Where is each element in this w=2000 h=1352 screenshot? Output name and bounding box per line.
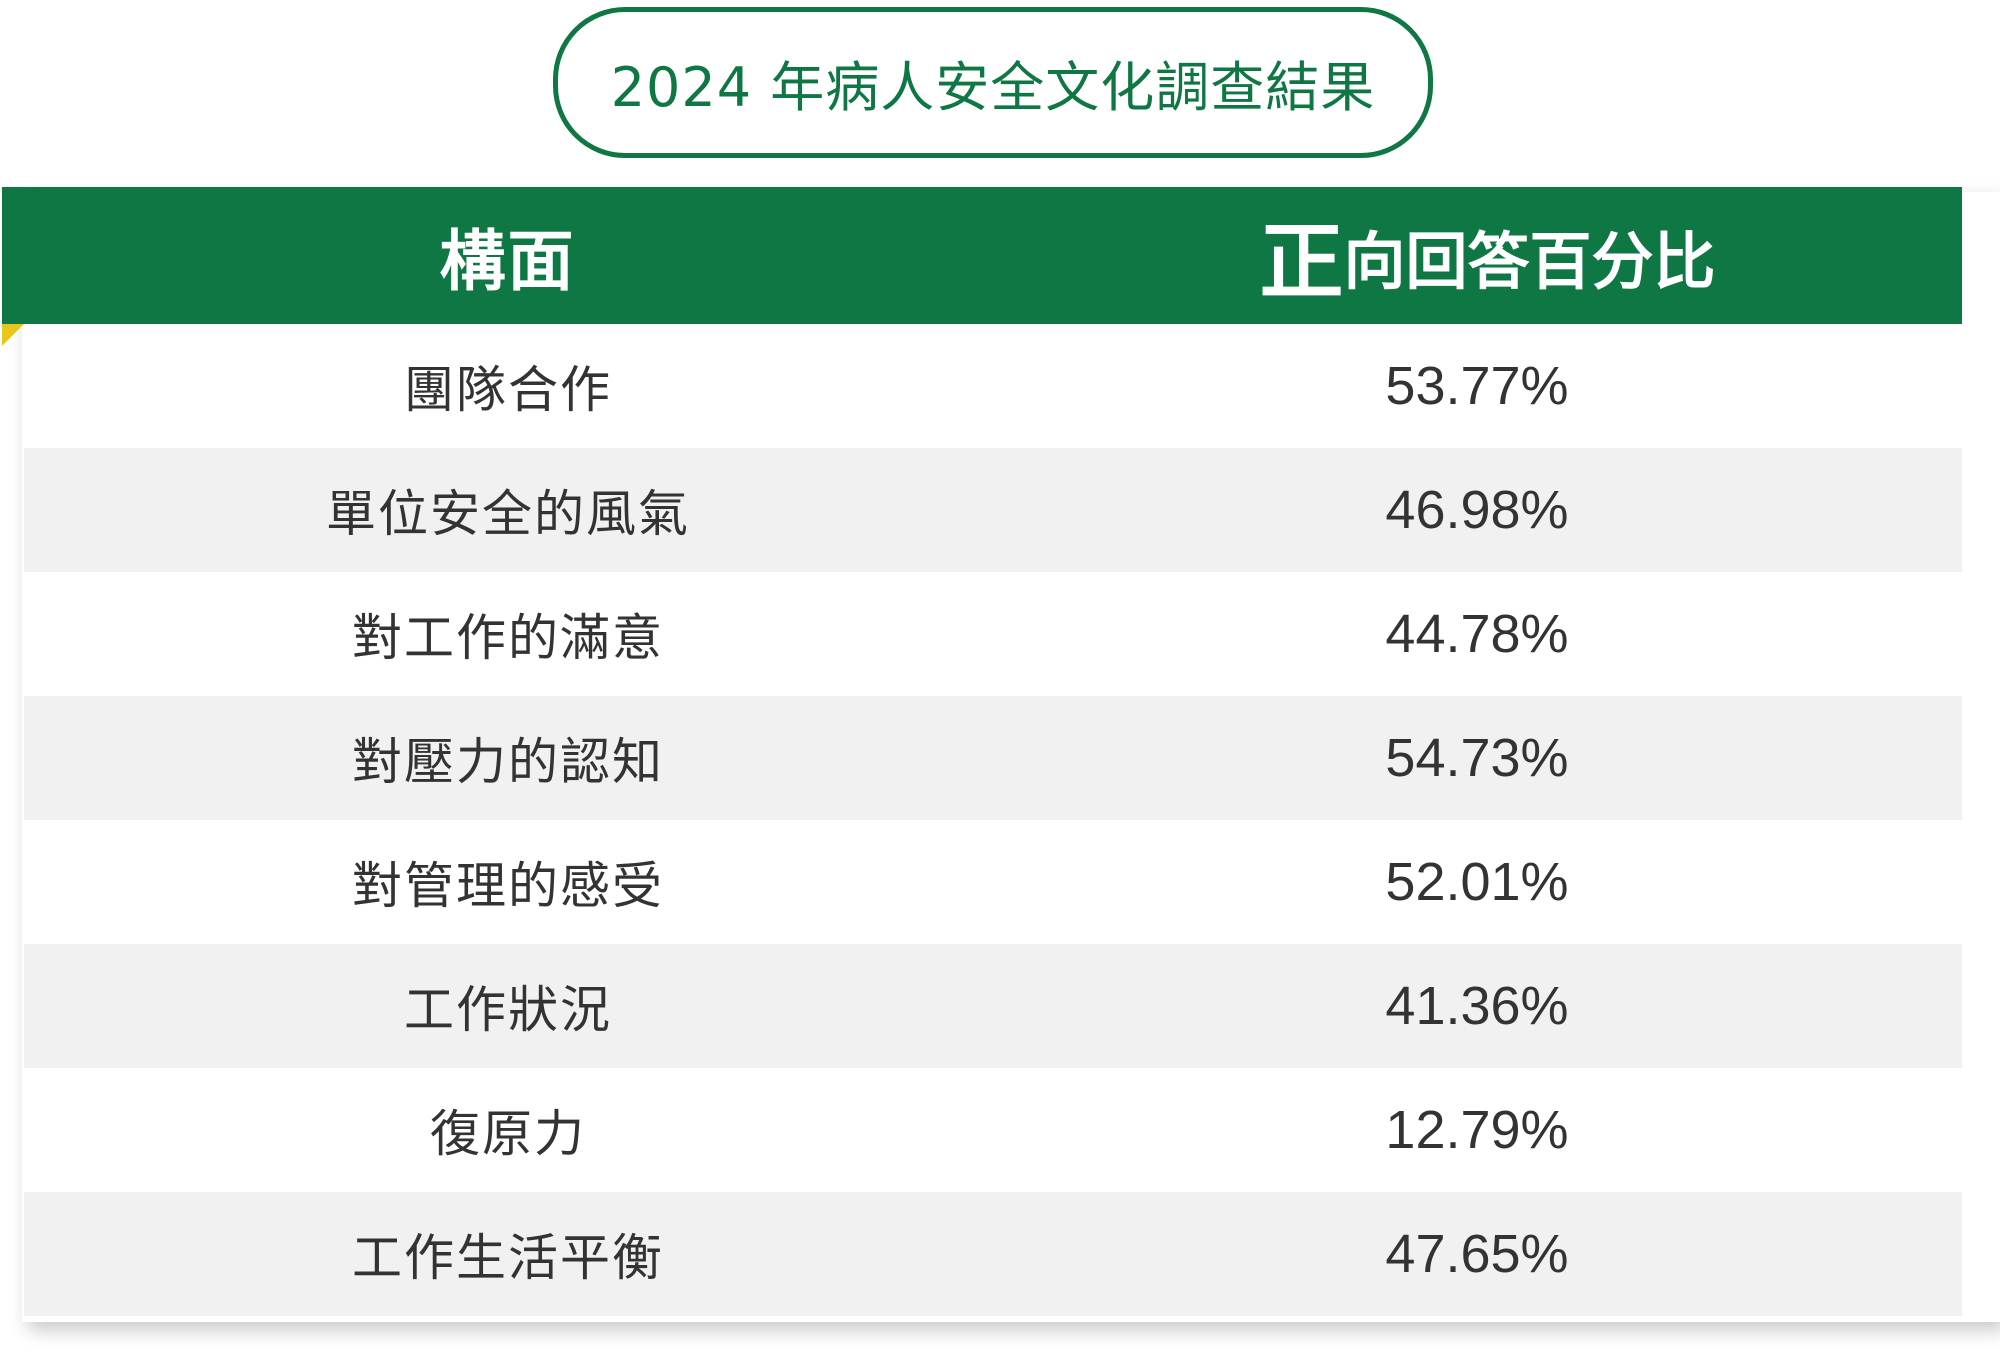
percent-cell: 41.36% (1385, 976, 1569, 1036)
table-header: 構面 正向回答百分比 (2, 187, 1962, 324)
dimension-cell: 對壓力的認知 (352, 733, 664, 791)
percent-cell: 53.77% (1385, 356, 1569, 416)
header-percent: 正向回答百分比 (1013, 187, 1962, 324)
dimension-cell: 單位安全的風氣 (326, 485, 690, 543)
dimension-cell: 復原力 (430, 1105, 586, 1163)
header-dimension-label: 構面 (439, 222, 576, 300)
table-row: 對壓力的認知 54.73% (24, 696, 1962, 820)
header-percent-label-first: 正 (1259, 213, 1344, 311)
dimension-cell: 團隊合作 (404, 361, 612, 419)
corner-accent (2, 324, 24, 346)
header-percent-label-rest: 向回答百分比 (1343, 224, 1716, 298)
table-row: 復原力 12.79% (24, 1068, 1962, 1192)
percent-cell: 12.79% (1385, 1100, 1569, 1160)
percent-cell: 46.98% (1385, 480, 1569, 540)
dimension-cell: 對管理的感受 (352, 857, 664, 915)
dimension-cell: 對工作的滿意 (352, 609, 664, 667)
dimension-cell: 工作生活平衡 (352, 1229, 664, 1287)
percent-cell: 52.01% (1385, 852, 1569, 912)
table-row: 單位安全的風氣 46.98% (24, 448, 1962, 572)
table-row: 對管理的感受 52.01% (24, 820, 1962, 944)
percent-cell: 47.65% (1385, 1224, 1569, 1284)
table-body: 團隊合作 53.77% 單位安全的風氣 46.98% 對工作的滿意 44.78% 對壓力的認… (24, 324, 1962, 1316)
header-dimension: 構面 (2, 187, 1013, 324)
page-title-text: 2024 年病人安全文化調查結果 (610, 56, 1376, 119)
page-title: 2024 年病人安全文化調查結果 (553, 7, 1433, 158)
table-row: 工作生活平衡 47.65% (24, 1192, 1962, 1316)
table-row: 工作狀況 41.36% (24, 944, 1962, 1068)
table-row: 對工作的滿意 44.78% (24, 572, 1962, 696)
dimension-cell: 工作狀況 (404, 981, 612, 1039)
percent-cell: 44.78% (1385, 604, 1569, 664)
percent-cell: 54.73% (1385, 728, 1569, 788)
table-row: 團隊合作 53.77% (24, 324, 1962, 448)
